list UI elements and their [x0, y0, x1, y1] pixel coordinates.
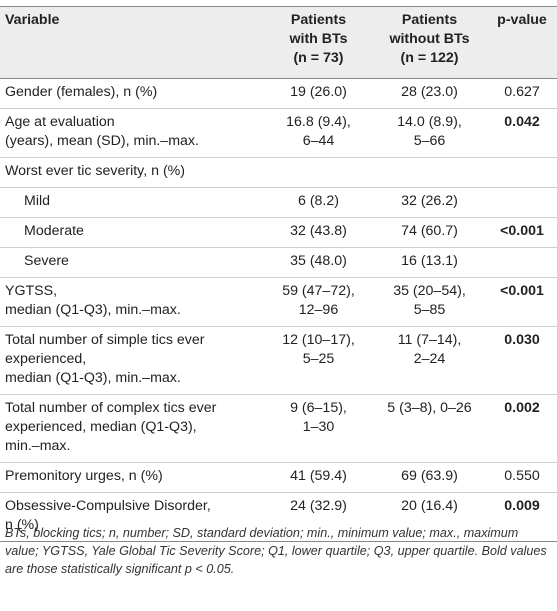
results-table: Variable Patients with BTs (n = 73) Pati… — [0, 6, 557, 542]
moderate-label: Moderate — [0, 217, 265, 248]
age-label-line2: (years), mean (SD), min.–max. — [5, 133, 199, 149]
ygtss-without-line2: 5–85 — [413, 302, 446, 318]
urges-without: 69 (63.9) — [372, 462, 487, 493]
table-row-age: Age at evaluation (years), mean (SD), mi… — [0, 108, 557, 158]
simple-tics-without-line1: 11 (7–14), — [397, 332, 462, 348]
complex-tics-with-line2: 1–30 — [302, 419, 335, 435]
ygtss-with-line2: 12–96 — [298, 302, 339, 318]
table-row-worst-severity: Worst ever tic severity, n (%) — [0, 157, 557, 188]
complex-tics-label-line3: min.–max. — [5, 438, 71, 454]
age-without-line2: 5–66 — [413, 133, 446, 149]
moderate-without: 74 (60.7) — [372, 217, 487, 248]
ygtss-without-line1: 35 (20–54), — [393, 283, 466, 299]
header-without-bts: Patients without BTs (n = 122) — [372, 6, 487, 79]
severe-without: 16 (13.1) — [372, 247, 487, 278]
moderate-with: 32 (43.8) — [265, 217, 372, 248]
ygtss-p: <0.001 — [487, 277, 557, 327]
table-row-severe: Severe 35 (48.0) 16 (13.1) — [0, 247, 557, 278]
header-without-bts-line1: Patients — [401, 12, 458, 28]
severe-label: Severe — [0, 247, 265, 278]
gender-without: 28 (23.0) — [372, 78, 487, 109]
ocd-p: 0.009 — [487, 492, 557, 542]
mild-p — [487, 187, 557, 218]
header-with-bts-n: (n = 73) — [293, 50, 344, 66]
mild-without: 32 (26.2) — [372, 187, 487, 218]
header-variable: Variable — [0, 6, 265, 79]
urges-p: 0.550 — [487, 462, 557, 493]
complex-tics-without: 5 (3–8), 0–26 — [372, 394, 487, 463]
table-row-gender: Gender (females), n (%) 19 (26.0) 28 (23… — [0, 78, 557, 109]
table-row-ocd: Obsessive-Compulsive Disorder, n (%) 24 … — [0, 492, 557, 542]
complex-tics-with: 9 (6–15), 1–30 — [265, 394, 372, 463]
table-row-mild: Mild 6 (8.2) 32 (26.2) — [0, 187, 557, 218]
ocd-with: 24 (32.9) — [265, 492, 372, 542]
ygtss-without: 35 (20–54), 5–85 — [372, 277, 487, 327]
gender-with: 19 (26.0) — [265, 78, 372, 109]
ocd-label-line2: n (%) — [5, 517, 39, 533]
simple-tics-label: Total number of simple tics ever experie… — [0, 326, 265, 395]
age-label: Age at evaluation (years), mean (SD), mi… — [0, 108, 265, 158]
ygtss-with: 59 (47–72), 12–96 — [265, 277, 372, 327]
worst-severity-label: Worst ever tic severity, n (%) — [0, 157, 557, 188]
severe-p — [487, 247, 557, 278]
ygtss-label-line2: median (Q1-Q3), min.–max. — [5, 302, 181, 318]
age-label-line1: Age at evaluation — [5, 114, 115, 130]
gender-label: Gender (females), n (%) — [0, 78, 265, 109]
header-with-bts-line1: Patients — [290, 12, 347, 28]
mild-label: Mild — [0, 187, 265, 218]
header-without-bts-n: (n = 122) — [400, 50, 459, 66]
ocd-label: Obsessive-Compulsive Disorder, n (%) — [0, 492, 265, 542]
table-header-row: Variable Patients with BTs (n = 73) Pati… — [0, 6, 557, 79]
header-without-bts-line2: without BTs — [389, 31, 470, 47]
ygtss-label-line1: YGTSS, — [5, 283, 58, 299]
table-row-simple-tics: Total number of simple tics ever experie… — [0, 326, 557, 395]
header-with-bts: Patients with BTs (n = 73) — [265, 6, 372, 79]
age-without: 14.0 (8.9), 5–66 — [372, 108, 487, 158]
urges-with: 41 (59.4) — [265, 462, 372, 493]
table-row-complex-tics: Total number of complex tics ever experi… — [0, 394, 557, 463]
table-row-premonitory-urges: Premonitory urges, n (%) 41 (59.4) 69 (6… — [0, 462, 557, 493]
simple-tics-label-line2: experienced, — [5, 351, 87, 367]
moderate-p: <0.001 — [487, 217, 557, 248]
simple-tics-p: 0.030 — [487, 326, 557, 395]
complex-tics-label: Total number of complex tics ever experi… — [0, 394, 265, 463]
table-row-ygtss: YGTSS, median (Q1-Q3), min.–max. 59 (47–… — [0, 277, 557, 327]
urges-label: Premonitory urges, n (%) — [0, 462, 265, 493]
table-row-moderate: Moderate 32 (43.8) 74 (60.7) <0.001 — [0, 217, 557, 248]
simple-tics-without-line2: 2–24 — [413, 351, 446, 367]
simple-tics-with-line1: 12 (10–17), — [282, 332, 355, 348]
gender-p: 0.627 — [487, 78, 557, 109]
ocd-without: 20 (16.4) — [372, 492, 487, 542]
age-p: 0.042 — [487, 108, 557, 158]
severe-with: 35 (48.0) — [265, 247, 372, 278]
complex-tics-label-line1: Total number of complex tics ever — [5, 400, 217, 416]
age-with: 16.8 (9.4), 6–44 — [265, 108, 372, 158]
ygtss-label: YGTSS, median (Q1-Q3), min.–max. — [0, 277, 265, 327]
mild-with: 6 (8.2) — [265, 187, 372, 218]
simple-tics-with: 12 (10–17), 5–25 — [265, 326, 372, 395]
age-with-line2: 6–44 — [302, 133, 335, 149]
simple-tics-with-line2: 5–25 — [302, 351, 335, 367]
header-with-bts-line2: with BTs — [289, 31, 348, 47]
ocd-label-line1: Obsessive-Compulsive Disorder, — [5, 498, 211, 514]
simple-tics-label-line3: median (Q1-Q3), min.–max. — [5, 370, 181, 386]
age-with-line1: 16.8 (9.4), — [286, 114, 351, 130]
table-footnote: BTs, blocking tics; n, number; SD, stand… — [5, 526, 547, 576]
header-pvalue: p-value — [487, 6, 557, 79]
complex-tics-p: 0.002 — [487, 394, 557, 463]
ygtss-with-line1: 59 (47–72), — [282, 283, 355, 299]
complex-tics-with-line1: 9 (6–15), — [290, 400, 347, 416]
simple-tics-label-line1: Total number of simple tics ever — [5, 332, 205, 348]
age-without-line1: 14.0 (8.9), — [397, 114, 462, 130]
simple-tics-without: 11 (7–14), 2–24 — [372, 326, 487, 395]
complex-tics-label-line2: experienced, median (Q1-Q3), — [5, 419, 197, 435]
